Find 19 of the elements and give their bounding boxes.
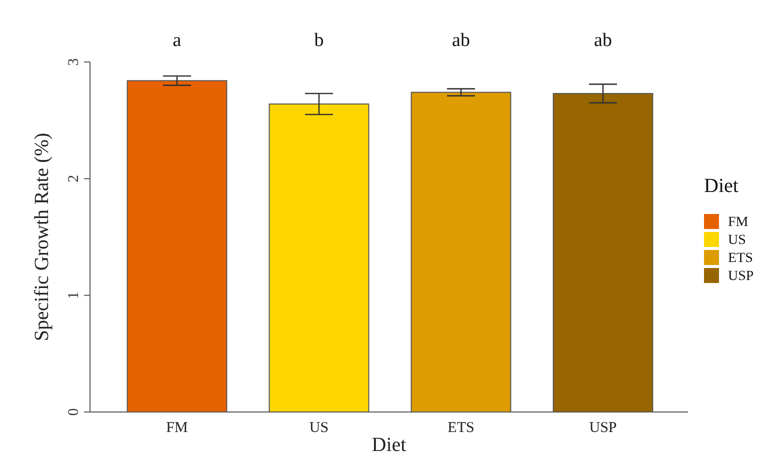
text: ab xyxy=(452,30,470,51)
y-tick-label: 2 xyxy=(66,174,82,182)
x-axis-title: Diet xyxy=(372,434,407,456)
text: a xyxy=(172,30,182,51)
y-tick-label: 0 xyxy=(66,408,82,416)
y-tick-label: 1 xyxy=(66,292,82,300)
y-tick-label: 3 xyxy=(66,58,82,66)
x-tick-label: FM xyxy=(166,420,188,436)
x-tick-label: ETS xyxy=(448,420,474,436)
x-tick-label: US xyxy=(309,420,329,436)
legend-label: USP xyxy=(728,269,754,284)
legend-label: FM xyxy=(728,215,749,230)
x-tick-label: USP xyxy=(589,420,617,436)
text: b xyxy=(314,30,324,51)
legend-label: ETS xyxy=(728,251,753,266)
legend-label: US xyxy=(728,233,746,248)
legend-title: Diet xyxy=(704,175,739,197)
y-axis-title: Specific Growth Rate (%) xyxy=(31,132,53,342)
text: ab xyxy=(594,30,612,51)
